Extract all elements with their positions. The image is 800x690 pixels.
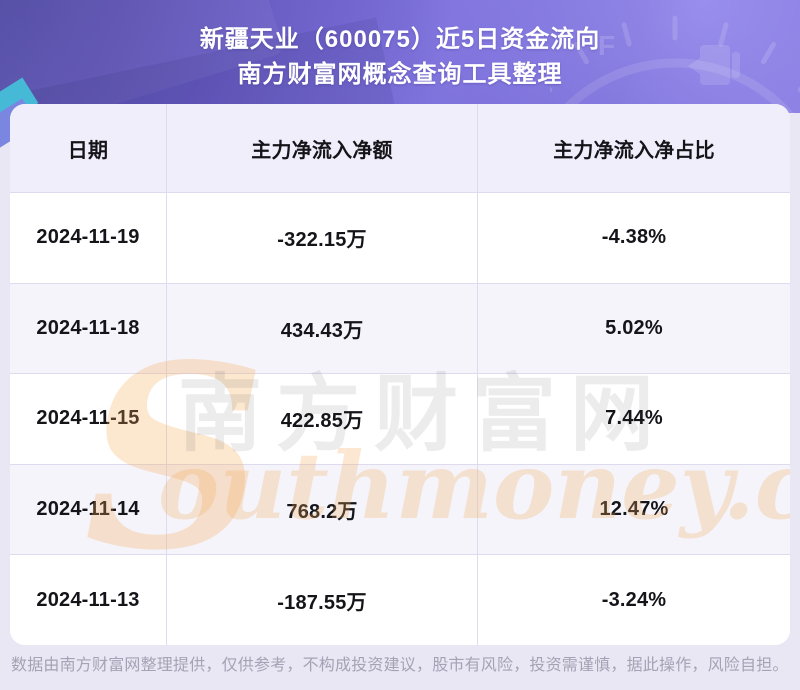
cell-net-inflow: -187.55万: [166, 554, 477, 645]
page-subtitle: 南方财富网概念查询工具整理: [237, 61, 563, 88]
cell-net-inflow: 434.43万: [166, 282, 477, 374]
cell-net-inflow-ratio: -3.24%: [477, 554, 790, 645]
column-header-date: 日期: [10, 104, 166, 192]
svg-text:F: F: [598, 30, 615, 61]
page-title-block: 新疆天业（600075）近5日资金流向 南方财富网概念查询工具整理: [0, 0, 800, 88]
fund-flow-table: 日期 主力净流入净额 主力净流入净占比 2024-11-19 -322.15万 …: [10, 104, 790, 645]
page-title: 新疆天业（600075）近5日资金流向: [199, 26, 601, 53]
column-header-net-inflow: 主力净流入净额: [166, 104, 477, 192]
hero-banner: F 新疆天业（600075）近5日资金流向 南方财富网概念查询工具整理: [0, 0, 800, 113]
cell-date: 2024-11-15: [10, 373, 166, 464]
cell-net-inflow-ratio: -4.38%: [477, 192, 790, 283]
cell-net-inflow: 768.2万: [166, 463, 477, 555]
cell-net-inflow-ratio: 12.47%: [477, 463, 790, 555]
column-header-net-inflow-ratio: 主力净流入净占比: [477, 104, 790, 192]
cell-net-inflow-ratio: 5.02%: [477, 282, 790, 374]
fund-flow-table-card: 日期 主力净流入净额 主力净流入净占比 2024-11-19 -322.15万 …: [10, 104, 790, 645]
cell-date: 2024-11-18: [10, 282, 166, 374]
cell-net-inflow-ratio: 7.44%: [477, 373, 790, 464]
cell-net-inflow: -322.15万: [166, 192, 477, 283]
fuel-gauge-icon: F: [550, 15, 800, 113]
cell-date: 2024-11-14: [10, 463, 166, 555]
cell-date: 2024-11-13: [10, 554, 166, 645]
disclaimer-text: 数据由南方财富网整理提供，仅供参考，不构成投资建议，股市有风险，投资需谨慎，据此…: [11, 657, 789, 674]
cell-date: 2024-11-19: [10, 192, 166, 283]
cell-net-inflow: 422.85万: [166, 373, 477, 464]
